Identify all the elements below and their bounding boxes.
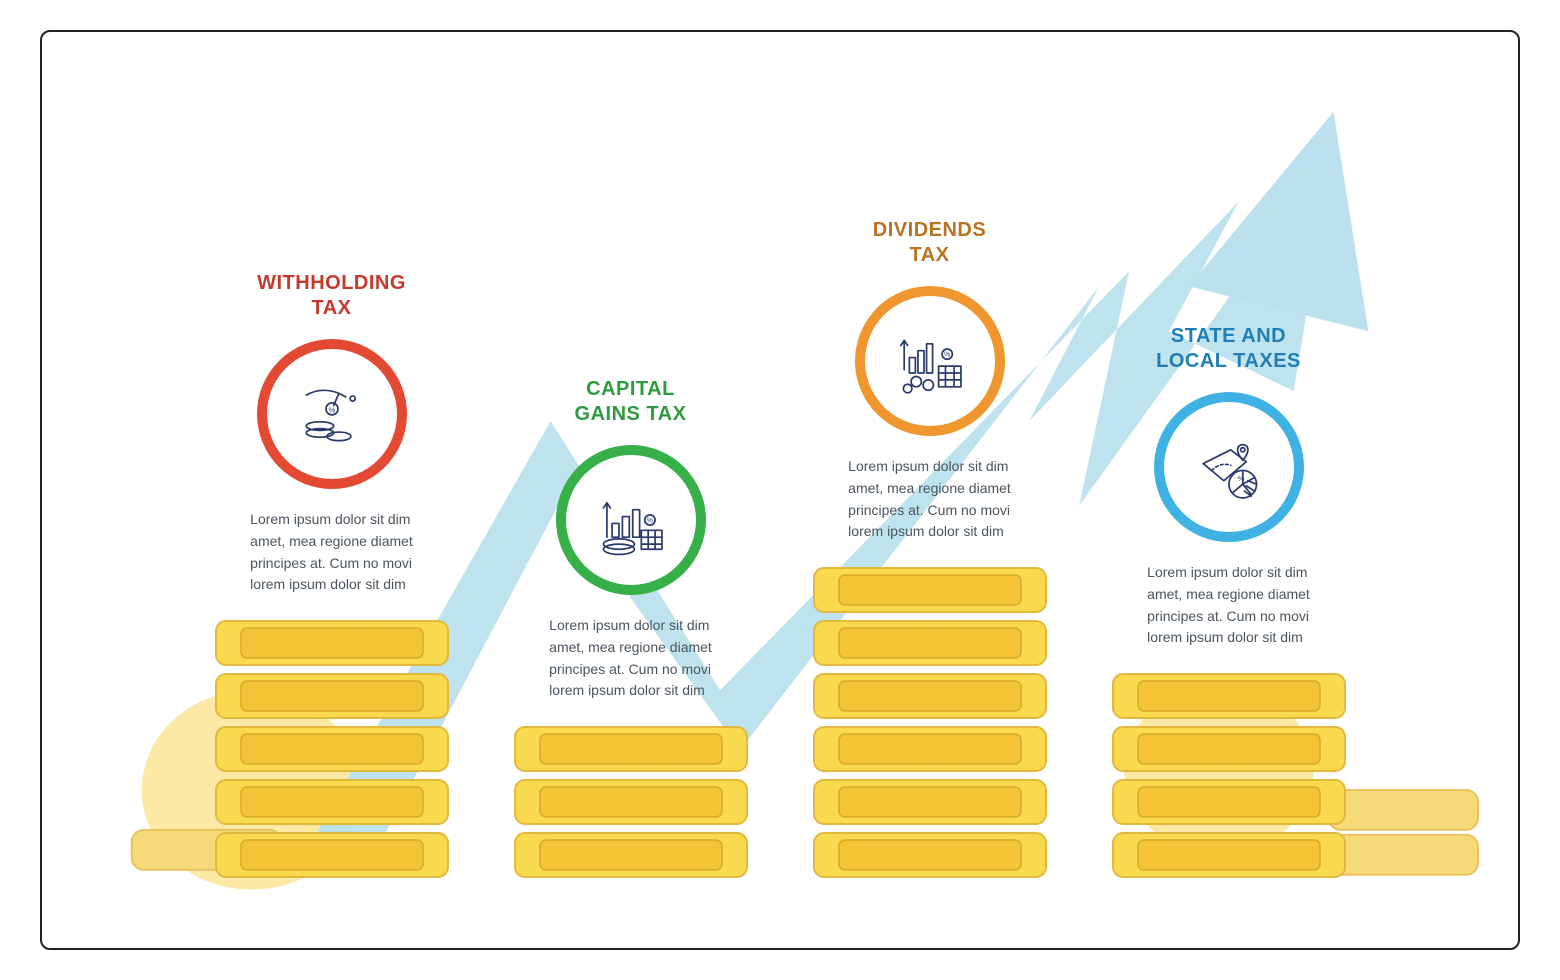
coin — [215, 726, 449, 772]
dividends-icon-ring: % — [855, 286, 1005, 436]
hand-coins-icon: % — [289, 371, 375, 457]
coin — [215, 832, 449, 878]
coin — [514, 726, 748, 772]
coin — [813, 620, 1047, 666]
title-state-local: STATE AND LOCAL TAXES — [1156, 324, 1301, 374]
body-dividends: Lorem ipsum dolor sit dim amet, mea regi… — [848, 456, 1011, 543]
title-dividends: DIVIDENDS TAX — [873, 218, 986, 268]
svg-text:%: % — [328, 406, 335, 415]
title-capital-gains: CAPITAL GAINS TAX — [575, 377, 687, 427]
svg-text:%: % — [646, 518, 652, 525]
coin — [813, 567, 1047, 613]
infographic-canvas: WITHHOLDING TAX % Lorem ipsum dolor sit … — [40, 30, 1520, 950]
column-capital-gains: CAPITAL GAINS TAX % Lorem ipsum dolor si… — [511, 377, 750, 878]
coin — [514, 779, 748, 825]
title-withholding: WITHHOLDING TAX — [257, 271, 406, 321]
columns-row: WITHHOLDING TAX % Lorem ipsum dolor sit … — [42, 218, 1518, 878]
column-withholding: WITHHOLDING TAX % Lorem ipsum dolor sit … — [212, 271, 451, 878]
coin — [1112, 726, 1346, 772]
coin — [813, 726, 1047, 772]
capital-gains-icon-ring: % — [556, 445, 706, 595]
coin — [514, 832, 748, 878]
coin — [1112, 832, 1346, 878]
coin-stack-withholding — [215, 620, 449, 878]
coin — [813, 832, 1047, 878]
coin — [1112, 779, 1346, 825]
coin — [215, 620, 449, 666]
svg-text:%: % — [944, 352, 950, 359]
coin-stack-state-local — [1112, 673, 1346, 878]
coin — [1112, 673, 1346, 719]
coin — [215, 673, 449, 719]
coin — [813, 673, 1047, 719]
map-pin-pie-icon: % — [1186, 424, 1272, 510]
coin — [215, 779, 449, 825]
body-state-local: Lorem ipsum dolor sit dim amet, mea regi… — [1147, 562, 1310, 649]
coin-stack-dividends — [813, 567, 1047, 878]
chart-percent-icon: % — [588, 477, 674, 563]
column-dividends: DIVIDENDS TAX % Lorem ipsum dolor sit di… — [810, 218, 1049, 878]
state-local-icon-ring: % — [1154, 392, 1304, 542]
coin-stack-capital-gains — [514, 726, 748, 878]
people-chart-icon: % — [887, 318, 973, 404]
column-state-local: STATE AND LOCAL TAXES % Lorem ipsum dolo… — [1109, 324, 1348, 878]
body-capital-gains: Lorem ipsum dolor sit dim amet, mea regi… — [549, 615, 712, 702]
withholding-icon-ring: % — [257, 339, 407, 489]
svg-text:%: % — [1237, 474, 1244, 483]
body-withholding: Lorem ipsum dolor sit dim amet, mea regi… — [250, 509, 413, 596]
coin — [813, 779, 1047, 825]
